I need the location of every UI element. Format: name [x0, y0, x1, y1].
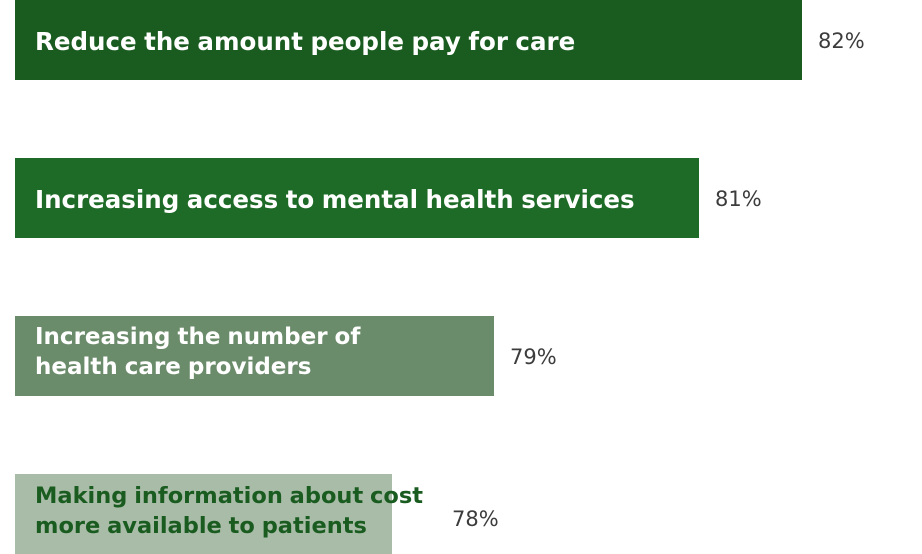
value-label-3: 79% — [510, 345, 557, 369]
bar-label-2: Increasing access to mental health servi… — [35, 185, 635, 214]
value-label-4: 78% — [452, 507, 499, 531]
bar-label-3: Increasing the number of health care pro… — [35, 324, 361, 381]
value-label-1: 82% — [818, 29, 865, 53]
bar-label-1: Reduce the amount people pay for care — [35, 27, 576, 56]
bar-3 — [15, 316, 494, 396]
value-label-2: 81% — [715, 187, 762, 211]
bar-label-4: Making information about cost more avail… — [35, 483, 423, 539]
bar-4 — [15, 474, 392, 554]
bar-1 — [15, 0, 802, 80]
bar-2 — [15, 158, 699, 238]
